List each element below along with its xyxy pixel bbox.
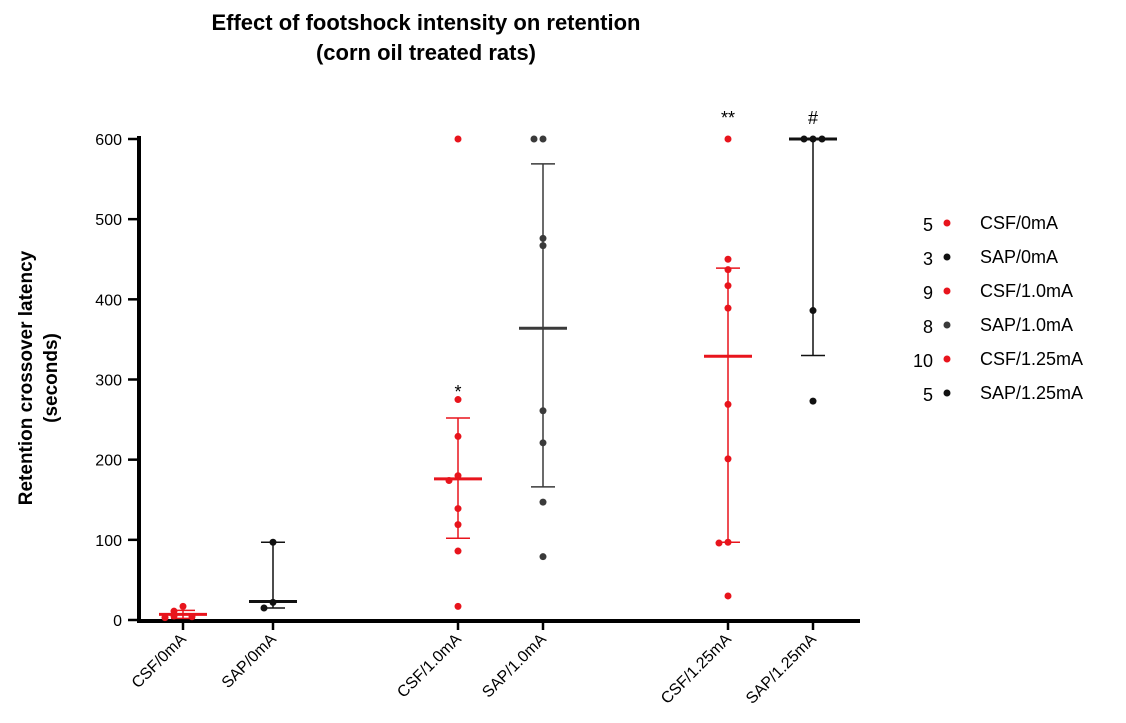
y-tick-label: 500 bbox=[95, 212, 122, 229]
x-tick-label: SAP/0mA bbox=[219, 631, 280, 692]
data-point bbox=[539, 498, 547, 506]
y-tick-label: 300 bbox=[95, 373, 122, 390]
significance-annotation: # bbox=[808, 108, 818, 128]
data-point bbox=[724, 135, 732, 143]
x-tick-label: CSF/1.25mA bbox=[658, 631, 735, 708]
series-SAP/1.25mA: # bbox=[789, 108, 837, 405]
data-point bbox=[454, 432, 462, 440]
data-point bbox=[539, 407, 547, 415]
legend-label: CSF/1.0mA bbox=[980, 281, 1073, 301]
legend-count: 3 bbox=[923, 249, 933, 269]
legend-label: SAP/0mA bbox=[980, 247, 1058, 267]
legend-label: CSF/1.25mA bbox=[980, 349, 1083, 369]
legend-marker bbox=[943, 287, 951, 295]
series-CSF/1.0mA: * bbox=[434, 135, 482, 610]
series-SAP/1.0mA bbox=[519, 135, 567, 561]
data-point bbox=[724, 255, 732, 263]
x-tick-label: SAP/1.0mA bbox=[479, 631, 550, 702]
x-tick-label: CSF/1.0mA bbox=[394, 631, 465, 702]
y-axis-label-line-1: Retention crossover latency bbox=[16, 250, 37, 505]
data-point bbox=[724, 400, 732, 408]
data-point bbox=[809, 135, 817, 143]
legend-count: 9 bbox=[923, 283, 933, 303]
y-tick-label: 200 bbox=[95, 453, 122, 470]
legend-label: SAP/1.25mA bbox=[980, 383, 1083, 403]
legend-marker bbox=[943, 219, 951, 227]
data-point bbox=[454, 521, 462, 529]
data-point bbox=[179, 602, 187, 610]
data-point bbox=[170, 607, 178, 615]
y-tick-label: 600 bbox=[95, 132, 122, 149]
x-tick-label: SAP/1.25mA bbox=[743, 631, 820, 708]
legend-count: 5 bbox=[923, 385, 933, 405]
data-point bbox=[809, 307, 817, 315]
data-point bbox=[715, 539, 723, 547]
chart-title-line-1: Effect of footshock intensity on retenti… bbox=[211, 10, 640, 35]
data-point bbox=[269, 598, 277, 606]
data-point bbox=[539, 242, 547, 250]
legend-count: 5 bbox=[923, 215, 933, 235]
legend-marker bbox=[943, 253, 951, 261]
data-point bbox=[188, 613, 196, 621]
data-point bbox=[454, 396, 462, 404]
y-tick-label: 0 bbox=[113, 613, 122, 630]
data-point bbox=[445, 477, 453, 485]
chart-title-line-2: (corn oil treated rats) bbox=[316, 40, 536, 65]
legend-marker bbox=[943, 321, 951, 329]
data-point bbox=[454, 547, 462, 555]
data-point bbox=[800, 135, 808, 143]
data-point bbox=[170, 612, 178, 620]
data-point bbox=[454, 602, 462, 610]
data-point bbox=[454, 505, 462, 513]
data-point bbox=[724, 538, 732, 546]
data-point bbox=[724, 304, 732, 312]
data-point bbox=[539, 439, 547, 447]
data-point bbox=[539, 234, 547, 242]
data-point bbox=[724, 455, 732, 463]
series-SAP/0mA bbox=[249, 538, 297, 612]
legend-marker bbox=[943, 355, 951, 363]
data-point bbox=[454, 472, 462, 480]
data-point bbox=[809, 397, 817, 405]
y-tick-label: 400 bbox=[95, 292, 122, 309]
legend-label: SAP/1.0mA bbox=[980, 315, 1073, 335]
legend-count: 8 bbox=[923, 317, 933, 337]
x-tick-label: CSF/0mA bbox=[129, 631, 190, 692]
significance-annotation: * bbox=[454, 382, 461, 402]
data-point bbox=[539, 553, 547, 561]
legend-label: CSF/0mA bbox=[980, 213, 1058, 233]
data-point bbox=[724, 592, 732, 600]
data-point bbox=[724, 266, 732, 274]
data-point bbox=[260, 604, 268, 612]
legend-marker bbox=[943, 389, 951, 397]
significance-annotation: ** bbox=[721, 108, 735, 128]
data-point bbox=[269, 538, 277, 546]
y-tick-label: 100 bbox=[95, 533, 122, 550]
data-point bbox=[454, 135, 462, 143]
legend-count: 10 bbox=[913, 351, 933, 371]
data-point bbox=[724, 282, 732, 290]
data-point bbox=[818, 135, 826, 143]
series-CSF/0mA bbox=[159, 602, 207, 622]
data-point bbox=[161, 614, 169, 622]
data-point bbox=[539, 135, 547, 143]
series-CSF/1.25mA: ** bbox=[704, 108, 752, 600]
y-axis-label-line-2: (seconds) bbox=[41, 333, 62, 423]
data-point bbox=[530, 135, 538, 143]
